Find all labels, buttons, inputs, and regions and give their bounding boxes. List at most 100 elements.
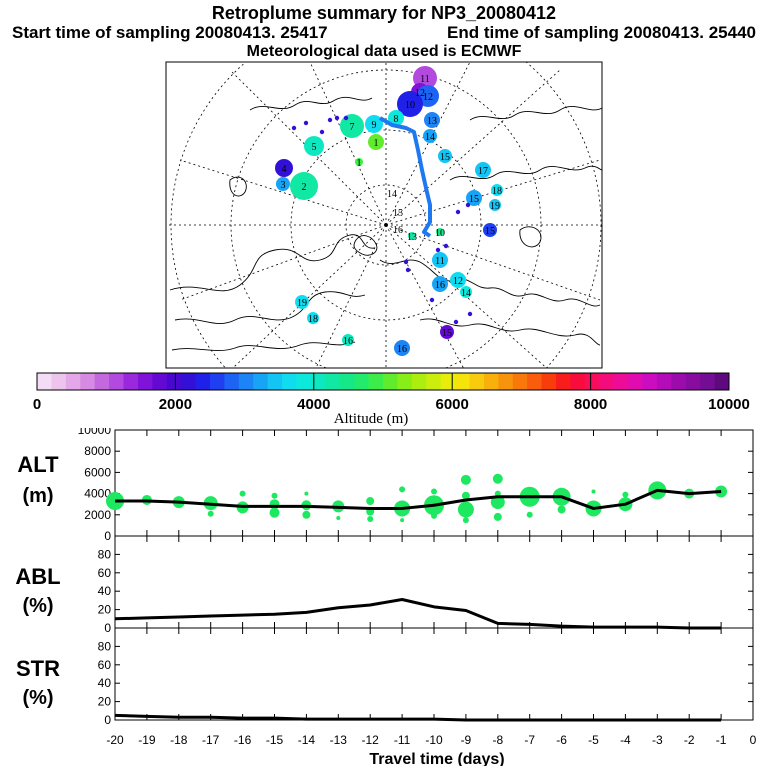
x-tick-label: -20 [106,733,124,747]
plume-marker [432,252,448,268]
plume-day-label: 15 [442,328,452,339]
plume-marker [365,115,383,133]
plume-altitude-point [457,501,474,518]
y-tick-label: 8000 [84,444,111,458]
abl-panel: 0 20 40 60 80 ABL (%) [15,535,754,635]
plume-marker [432,276,448,292]
plume-day-label: 1 [374,138,379,149]
plume-marker [483,223,497,237]
plume-day-label: 11 [435,256,445,267]
y-tick-label: 0 [104,713,111,727]
colorbar-cell [700,373,716,390]
plume-altitude-point [460,474,471,485]
plume-small-marker [455,209,461,215]
plume-marker [417,85,439,107]
plume-day-label: 15 [469,194,479,205]
x-tick-label: -17 [202,733,220,747]
panel-unit-label: (%) [22,595,53,617]
plume-marker [397,91,423,117]
plume-altitude-point [494,490,501,497]
trajectory-day-label: 15 [393,208,403,219]
colorbar-cell [51,373,67,390]
colorbar-cell [310,373,326,390]
plume-altitude-point [526,511,533,518]
x-tick-label: -15 [266,733,284,747]
plume-marker [342,334,354,346]
plume-day-label: 2 [302,182,307,193]
plume-small-marker [405,267,411,273]
plume-altitude-point [715,485,728,498]
colorbar-cell [512,373,528,390]
plume-small-marker [319,129,325,135]
plume-marker [424,112,440,128]
colorbar-cell [440,373,456,390]
y-tick-label: 10000 [78,428,112,437]
plume-day-label: 14 [425,132,435,143]
x-axis: -20 -19 -18 -17 -16 -15 -14 -13 -12 -11 -10 -9 -8 -7-… [106,733,756,747]
x-tick-label: -10 [425,733,443,747]
plume-day-label: 10 [435,228,445,239]
plume-altitude-point [302,510,311,519]
plume-marker [460,286,472,298]
x-tick-label: 0 [750,733,757,747]
colorbar-cell [584,373,600,390]
colorbar-cell [296,373,312,390]
plume-small-marker [334,115,340,121]
plume-altitude-point [207,510,214,517]
colorbar-cell [556,373,571,390]
plume-altitude-point [271,492,278,499]
plume-small-marker [327,117,333,123]
panel-frame [114,535,754,629]
plume-day-label: 12 [453,276,463,287]
colorbar-cell [483,373,499,390]
y-tick-label: 2000 [84,508,111,522]
colorbar-cell [137,373,153,390]
colorbar-cell [685,373,701,390]
plume-marker [466,190,482,206]
colorbar-cell [714,373,730,390]
plume-markers [275,66,503,356]
x-tick-label: -19 [138,733,156,747]
colorbar-cell [282,373,297,390]
panel-label: ALT [17,452,59,477]
y-tick-label: 40 [98,676,112,690]
x-tick-label: -5 [588,733,599,747]
x-tick-label: -16 [234,733,252,747]
x-tick-label: -4 [620,733,631,747]
colorbar-cell [94,373,110,390]
y-tick-label: 80 [98,547,112,561]
plume-altitude-point [431,488,437,495]
colorbar-cell [455,373,470,390]
plume-altitude-point [492,473,503,484]
colorbar-cell [123,373,139,390]
colorbar-cell [181,373,197,390]
str-line [114,713,722,722]
plume-small-marker [467,311,473,317]
colorbar-cell [397,373,413,390]
plume-day-label: 13 [407,232,417,243]
abl-line [114,597,722,630]
plume-altitude-point [400,518,405,523]
plume-small-marker [403,259,409,265]
colorbar-cell [166,373,182,390]
plume-altitude-point [462,517,469,524]
colorbar-cell [267,373,283,390]
plume-day-label: 15 [440,152,450,163]
y-tick-label: 60 [98,566,112,580]
x-tick-label: -18 [170,733,188,747]
x-tick-label: -7 [524,733,535,747]
colorbar-tick-label: 6000 [436,396,469,413]
plume-marker [307,312,319,324]
y-tick-label: 0 [104,529,111,543]
plume-altitude-point [461,491,470,500]
plume-day-label: 13 [427,116,437,127]
met-data-label: Meteorological data used is ECMWF [246,43,522,60]
x-tick-label: -2 [684,733,695,747]
x-tick-label: -13 [330,733,348,747]
plume-day-label: 17 [478,166,488,177]
plume-altitude-point [493,512,502,521]
y-tick-label: 0 [104,621,111,635]
colorbar-cell [426,373,442,390]
colorbar-cell [656,373,672,390]
